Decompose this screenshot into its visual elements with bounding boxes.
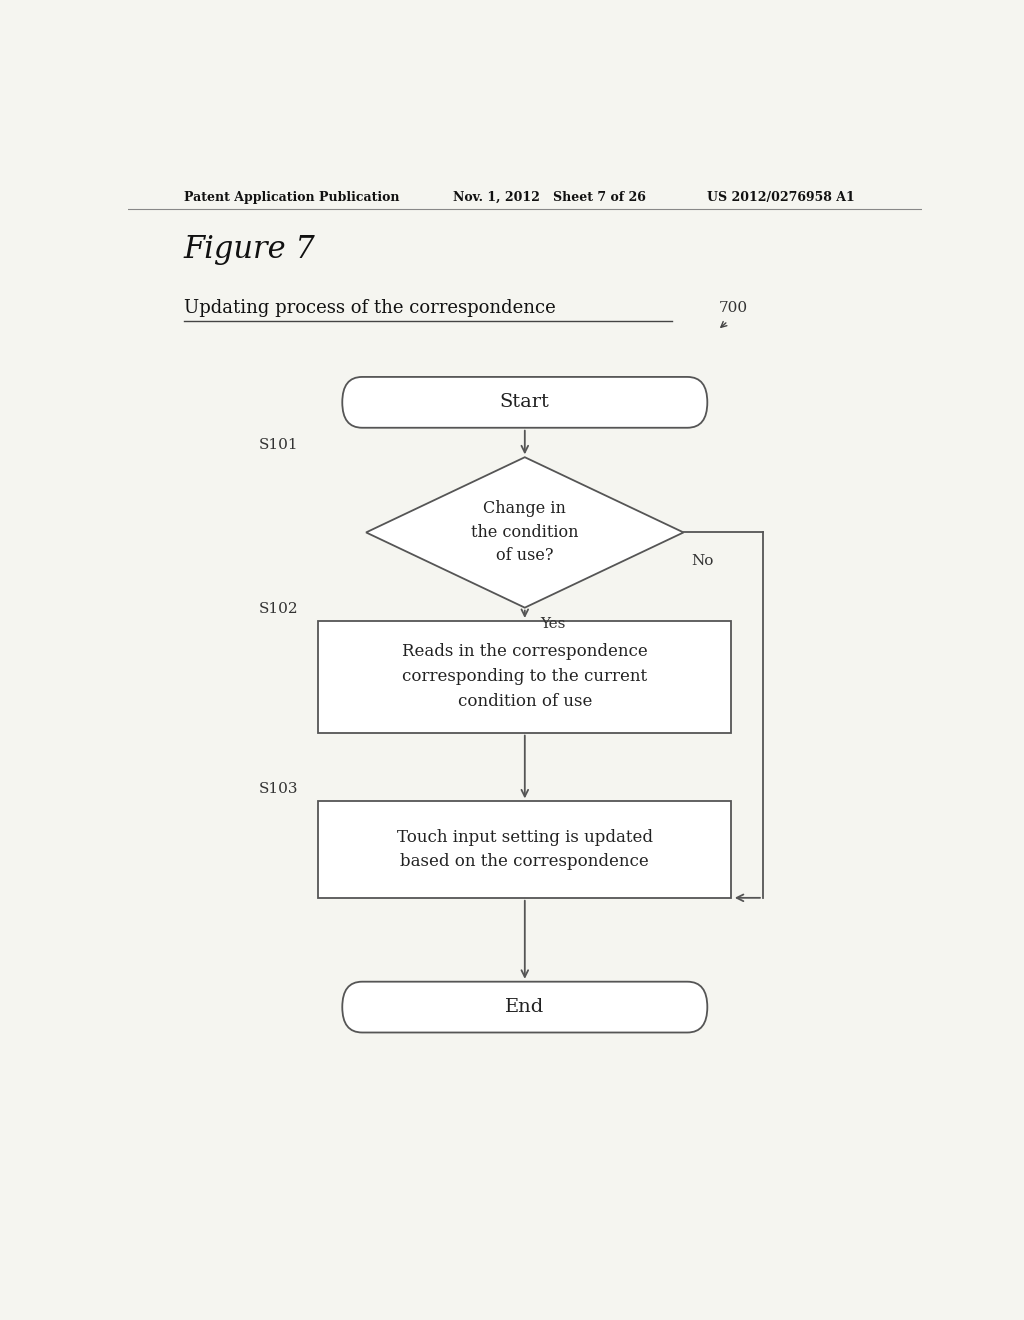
Text: Patent Application Publication: Patent Application Publication: [183, 190, 399, 203]
Text: Nov. 1, 2012   Sheet 7 of 26: Nov. 1, 2012 Sheet 7 of 26: [454, 190, 646, 203]
Text: S102: S102: [259, 602, 299, 615]
FancyBboxPatch shape: [342, 378, 708, 428]
Bar: [318, 801, 731, 898]
Text: Start: Start: [500, 393, 550, 412]
Text: Change in
the condition
of use?: Change in the condition of use?: [471, 500, 579, 565]
Text: Figure 7: Figure 7: [183, 235, 315, 265]
Text: S101: S101: [259, 438, 299, 451]
Text: US 2012/0276958 A1: US 2012/0276958 A1: [708, 190, 855, 203]
FancyBboxPatch shape: [342, 982, 708, 1032]
Bar: [318, 620, 731, 733]
Text: Updating process of the correspondence: Updating process of the correspondence: [183, 298, 555, 317]
Text: Reads in the correspondence
corresponding to the current
condition of use: Reads in the correspondence correspondin…: [402, 643, 647, 710]
Polygon shape: [367, 457, 684, 607]
Text: Yes: Yes: [541, 616, 566, 631]
Text: S103: S103: [259, 781, 298, 796]
Text: No: No: [691, 554, 714, 568]
Text: Touch input setting is updated
based on the correspondence: Touch input setting is updated based on …: [396, 829, 653, 870]
Text: 700: 700: [719, 301, 749, 314]
Text: End: End: [505, 998, 545, 1016]
